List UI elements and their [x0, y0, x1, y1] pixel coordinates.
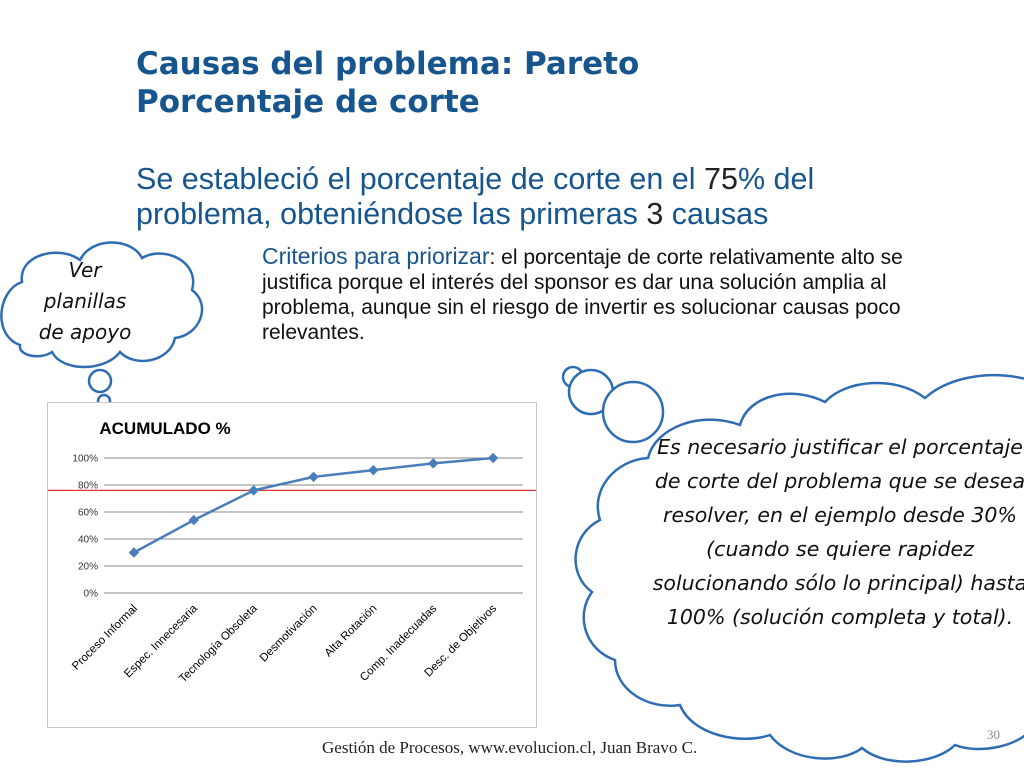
slide-title: Causas del problema: Pareto Porcentaje d… [136, 45, 639, 121]
title-line-2: Porcentaje de corte [136, 84, 480, 120]
chart-title: ACUMULADO % [99, 419, 230, 438]
left-bubble-text: Ver planillas de apoyo [20, 255, 150, 348]
right-cloud-tail [561, 365, 665, 444]
y-tick-label: 60% [78, 508, 98, 519]
chart-svg: ACUMULADO % 0% 20% 40% 60% 80% 100% Proceso I… [48, 419, 536, 685]
x-tick-label: Alta Rotación [323, 603, 380, 660]
criteria-paragraph: Criterios para priorizar: el porcentaje … [262, 244, 962, 345]
left-cloud [0, 241, 204, 369]
data-point-marker [188, 514, 199, 526]
title-line-1: Causas del problema: Pareto [136, 46, 640, 82]
right-bubble-text: Es necesario justificar el porcentaje de… [652, 435, 1024, 629]
right-cloud [574, 373, 1024, 763]
y-tick-label: 100% [72, 454, 98, 465]
subtitle: Se estableció el porcentaje de corte en … [136, 162, 936, 232]
cut-percentage-value: 75 [704, 162, 738, 196]
x-tick-label: Desmotivación [258, 603, 320, 665]
y-tick-labels: 0% 20% 40% 60% 80% 100% [72, 454, 98, 600]
series-line-group [128, 452, 499, 558]
criteria-text: : el porcentaje de corte relativamente a… [262, 246, 903, 344]
data-point-marker [487, 452, 499, 464]
footer-credit: Gestión de Procesos, www.evolucion.cl, J… [322, 738, 698, 757]
grid-lines [104, 457, 523, 594]
subtitle-part-3: causas [663, 197, 769, 231]
left-bubble-line: Ver [68, 258, 102, 282]
page-number: 30 [987, 727, 1000, 742]
left-bubble-line: de apoyo [38, 320, 132, 344]
subtitle-part-2: % del problema, obteniéndose las primera… [136, 162, 815, 231]
data-point-marker [248, 485, 259, 496]
data-point-marker [308, 471, 319, 483]
data-point-marker [368, 464, 379, 476]
y-tick-label: 20% [78, 562, 98, 573]
y-tick-label: 0% [84, 589, 99, 600]
cause-count-value: 3 [646, 197, 664, 231]
y-tick-label: 80% [78, 481, 98, 492]
left-bubble-line: planillas [43, 289, 127, 313]
pareto-chart: ACUMULADO % 0% 20% 40% 60% 80% 100% Proceso I… [47, 402, 537, 728]
data-point-marker [428, 458, 439, 469]
data-point-marker [128, 547, 140, 558]
x-tick-label: Proceso Informal [70, 603, 140, 673]
subtitle-part-1: Se estableció el porcentaje de corte en … [136, 162, 705, 196]
y-tick-label: 40% [78, 535, 98, 546]
criteria-lead: Criterios para priorizar [262, 243, 490, 269]
